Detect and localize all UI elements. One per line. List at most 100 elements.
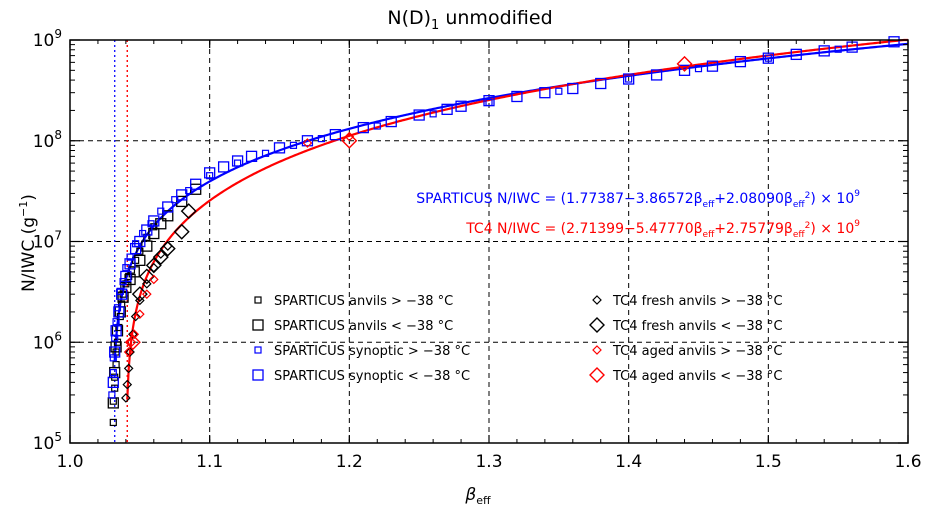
data-point xyxy=(483,95,495,107)
data-point xyxy=(148,274,159,285)
data-point xyxy=(157,207,165,215)
data-point xyxy=(678,64,691,76)
data-point xyxy=(126,337,137,348)
data-point xyxy=(539,87,551,99)
data-point xyxy=(231,155,244,167)
data-point xyxy=(185,187,193,195)
data-point xyxy=(329,128,342,141)
data-point xyxy=(818,45,830,57)
sparticus-fit-equation: SPARTICUS N/IWC = (1.77387−3.86572βeff+2… xyxy=(416,189,860,210)
data-point xyxy=(141,224,153,236)
data-point xyxy=(511,90,523,103)
data-point xyxy=(111,384,119,392)
data-point xyxy=(706,60,719,72)
x-axis-label: βeff xyxy=(464,485,491,507)
data-point xyxy=(190,178,202,190)
data-point xyxy=(155,218,167,230)
legend-label: TC4 fresh anvils < −38 °C xyxy=(612,319,783,334)
y-tick-label: 107 xyxy=(33,229,62,253)
y-tick-label: 109 xyxy=(33,27,62,51)
data-point xyxy=(121,393,131,403)
grid-lines xyxy=(70,40,908,443)
data-point xyxy=(129,329,140,340)
data-point xyxy=(141,278,152,289)
x-tick-label: 1.3 xyxy=(475,452,502,472)
data-point xyxy=(623,73,635,85)
data-point xyxy=(273,142,286,154)
fit-curve xyxy=(126,38,908,400)
legend-marker xyxy=(252,369,264,381)
data-point xyxy=(109,368,117,377)
data-point xyxy=(595,77,607,90)
data-point xyxy=(124,334,141,351)
data-point xyxy=(147,220,155,228)
data-point xyxy=(176,189,188,201)
data-point xyxy=(217,161,230,173)
data-point xyxy=(112,361,120,369)
data-point xyxy=(129,242,142,255)
data-point xyxy=(385,115,397,128)
legend-marker xyxy=(589,367,605,383)
data-point xyxy=(116,288,128,300)
data-point xyxy=(107,376,119,388)
data-point xyxy=(122,264,130,272)
data-point xyxy=(148,215,160,227)
data-point xyxy=(125,347,135,357)
data-point xyxy=(138,268,155,285)
data-point xyxy=(159,240,176,257)
chart-title: N(D)1 unmodified xyxy=(387,7,552,33)
data-point xyxy=(162,201,174,213)
x-tick-label: 1.6 xyxy=(894,452,921,472)
data-point xyxy=(109,354,117,362)
data-point xyxy=(124,273,136,286)
data-point xyxy=(128,329,138,340)
data-point xyxy=(245,150,258,163)
data-point xyxy=(141,289,152,300)
data-point xyxy=(888,36,900,48)
data-point xyxy=(441,103,453,115)
data-point xyxy=(123,363,134,374)
x-tick-label: 1.1 xyxy=(196,452,223,472)
legend-label: SPARTICUS synoptic > −38 °C xyxy=(274,344,470,359)
legend-label: TC4 aged anvils < −38 °C xyxy=(612,369,782,384)
legend-label: SPARTICUS synoptic < −38 °C xyxy=(274,369,470,384)
data-point xyxy=(111,334,119,342)
y-tick-label: 106 xyxy=(33,329,62,353)
data-point xyxy=(373,122,381,130)
data-point xyxy=(148,227,160,240)
plot-frame xyxy=(69,39,909,444)
data-point xyxy=(176,195,188,208)
data-point xyxy=(124,258,136,270)
data-point xyxy=(834,45,842,53)
data-point xyxy=(762,52,774,64)
data-point xyxy=(130,311,141,322)
data-point xyxy=(134,309,145,320)
data-point xyxy=(143,233,151,241)
data-point xyxy=(289,141,298,149)
legend-label: TC4 fresh anvils > −38 °C xyxy=(612,294,783,309)
legend-label: SPARTICUS anvils < −38 °C xyxy=(274,319,453,334)
data-point xyxy=(429,110,437,118)
data-point xyxy=(112,318,120,326)
legend-marker xyxy=(254,296,262,304)
data-point xyxy=(109,397,117,405)
data-point xyxy=(134,235,146,248)
data-point xyxy=(108,391,116,399)
data-point xyxy=(109,346,121,358)
legend-label: TC4 aged anvils > −38 °C xyxy=(612,344,782,359)
data-point xyxy=(122,379,133,390)
data-point xyxy=(567,82,579,95)
legend-label: SPARTICUS anvils > −38 °C xyxy=(274,294,453,309)
axis-ticks: 1.0 1.1 1.2 1.3 1.4 1.5 1.6 105 106 107 108 109 xyxy=(33,27,922,472)
data-point xyxy=(734,55,747,68)
data-point xyxy=(650,69,663,81)
legend-marker xyxy=(592,295,602,305)
legend: SPARTICUS anvils > −38 °C SPARTICUS anvil… xyxy=(252,294,783,384)
y-tick-label: 108 xyxy=(33,128,62,152)
data-point xyxy=(413,109,425,121)
data-point xyxy=(204,167,216,179)
data-point xyxy=(113,306,125,318)
data-point xyxy=(110,325,122,337)
